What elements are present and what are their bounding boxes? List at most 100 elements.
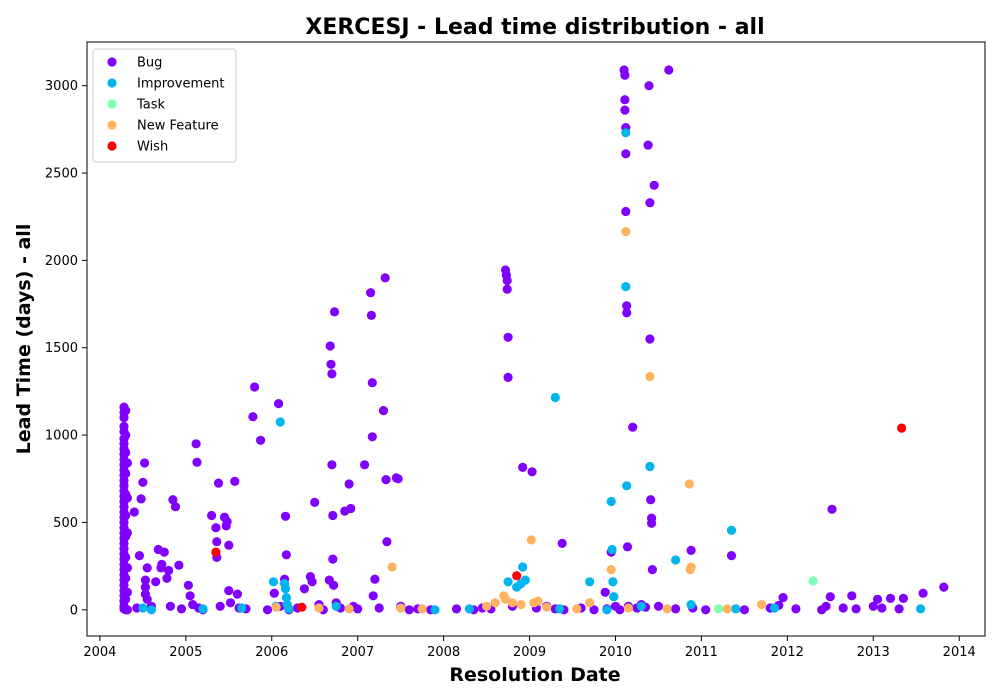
point-bug [134, 551, 144, 561]
point-task [714, 604, 724, 614]
point-new-feature [585, 598, 595, 608]
point-bug [346, 503, 356, 514]
point-bug [121, 448, 131, 458]
point-bug [162, 573, 172, 583]
point-bug [157, 559, 167, 570]
point-bug [518, 462, 528, 472]
point-bug [213, 478, 224, 488]
point-new-feature [606, 565, 616, 575]
point-wish [897, 423, 907, 433]
point-bug [212, 537, 222, 547]
point-bug [310, 497, 320, 507]
point-bug [367, 378, 377, 388]
point-bug [451, 604, 462, 614]
point-improvement [138, 603, 148, 613]
point-bug [647, 518, 657, 528]
point-bug [370, 574, 380, 584]
point-bug [207, 510, 217, 521]
point-bug [274, 399, 284, 409]
point-improvement [464, 604, 474, 614]
x-tick-label: 2012 [771, 645, 804, 660]
x-tick-label: 2009 [513, 645, 546, 660]
point-bug [280, 511, 291, 521]
point-bug [622, 301, 632, 311]
point-bug [503, 332, 513, 342]
x-axis-label: Resolution Date [449, 664, 620, 686]
point-bug [653, 601, 664, 611]
point-wish [297, 602, 307, 612]
point-bug [647, 565, 658, 575]
point-bug [885, 593, 896, 604]
legend: Bug Improvement Task New Feature Wish [92, 48, 237, 163]
point-bug [393, 474, 403, 484]
point-new-feature [662, 604, 672, 614]
point-bug [360, 460, 370, 470]
point-bug [222, 517, 232, 527]
point-bug [164, 565, 174, 576]
point-bug [622, 308, 632, 318]
point-bug [122, 458, 132, 468]
point-bug [877, 603, 887, 613]
point-bug [620, 95, 630, 105]
point-bug [224, 540, 234, 550]
point-bug [185, 591, 195, 601]
legend-marker [107, 120, 117, 130]
point-bug [328, 554, 338, 564]
point-improvement [607, 544, 617, 555]
plot-frame [86, 41, 986, 637]
point-new-feature [684, 479, 695, 489]
x-tick-label: 2004 [83, 645, 116, 660]
point-bug [873, 594, 883, 604]
point-improvement [503, 577, 513, 587]
point-improvement [621, 128, 631, 138]
point-bug [211, 523, 221, 533]
point-bug [898, 593, 909, 604]
point-bug [778, 593, 788, 603]
point-bug [136, 494, 146, 504]
point-improvement [916, 604, 926, 614]
legend-marker [107, 57, 117, 67]
point-improvement [606, 496, 616, 507]
point-bug [645, 198, 655, 208]
point-bug [183, 580, 193, 590]
points-layer [119, 65, 949, 615]
point-bug [121, 406, 131, 416]
point-bug [644, 81, 654, 91]
point-bug [664, 65, 674, 75]
point-bug [140, 582, 150, 592]
point-improvement [268, 577, 279, 587]
point-bug [791, 604, 801, 614]
point-new-feature [572, 604, 582, 614]
point-new-feature [621, 227, 631, 237]
point-new-feature [314, 603, 324, 613]
point-bug [262, 605, 273, 615]
point-bug [159, 547, 169, 557]
point-bug [138, 477, 148, 487]
point-bug [378, 406, 389, 416]
point-improvement [237, 603, 247, 613]
point-bug [939, 582, 949, 592]
point-bug [367, 432, 377, 442]
point-bug [368, 591, 378, 601]
point-bug [165, 601, 175, 611]
point-new-feature [686, 562, 696, 572]
point-bug [671, 604, 681, 614]
point-improvement [198, 604, 208, 614]
point-improvement [331, 601, 341, 611]
point-bug [374, 603, 384, 613]
point-bug [827, 504, 837, 514]
point-bug [250, 382, 260, 392]
point-improvement [602, 605, 612, 615]
point-bug [176, 604, 187, 614]
point-bug [851, 604, 861, 614]
point-new-feature [344, 604, 354, 614]
x-axis: 2004 2005 2006 2007 2008 2009 2010 2011 2012 2013… [83, 636, 976, 660]
point-bug [122, 587, 132, 597]
point-new-feature [396, 603, 406, 613]
point-bug [557, 538, 567, 549]
point-bug [122, 528, 132, 538]
chart-title: XERCESJ - Lead time distribution - all [305, 15, 764, 40]
point-bug [170, 502, 181, 512]
point-bug [643, 140, 653, 150]
y-tick-label: 2500 [45, 167, 78, 182]
